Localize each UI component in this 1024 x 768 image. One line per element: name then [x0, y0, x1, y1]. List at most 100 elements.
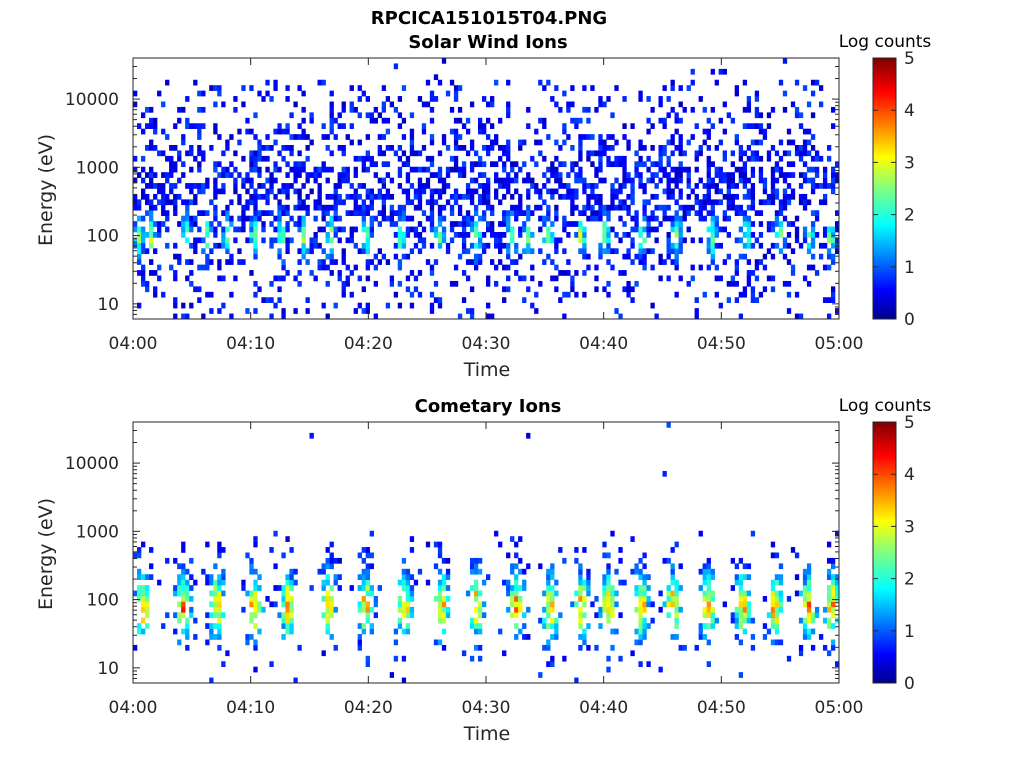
heat-cell [706, 248, 711, 255]
heat-cell [461, 215, 467, 222]
heat-cell [197, 145, 202, 151]
heat-cell [409, 112, 415, 119]
heat-cell [710, 612, 715, 619]
heat-cell [177, 617, 182, 624]
heat-cell [738, 639, 744, 646]
heat-cell [453, 90, 459, 97]
heat-cell [377, 221, 382, 227]
heat-cell [750, 123, 756, 129]
heat-cell [177, 259, 182, 265]
heat-cell [546, 166, 551, 173]
heat-cell [578, 226, 583, 233]
heat-cell [253, 585, 258, 591]
heat-cell [397, 172, 403, 178]
heat-cell [325, 574, 330, 580]
heat-cell [137, 547, 142, 553]
heat-cell [325, 193, 330, 200]
heat-cell [646, 177, 651, 184]
heat-cell [738, 313, 744, 320]
heat-cell [810, 134, 816, 140]
heat-cell [457, 221, 463, 227]
heat-cell [441, 606, 447, 613]
heat-cell [133, 221, 138, 227]
heat-cell [746, 259, 752, 265]
heat-cell [570, 210, 575, 216]
heat-cell [329, 270, 334, 276]
heat-cell [646, 596, 651, 602]
heat-cell [526, 248, 531, 255]
heat-cell [269, 313, 274, 320]
heat-cell [570, 117, 575, 124]
heat-cell [498, 628, 503, 635]
heat-cell [221, 579, 226, 586]
heat-cell [606, 161, 611, 168]
heat-cell [197, 134, 202, 140]
heat-cell [329, 204, 334, 211]
heat-cell [598, 96, 603, 102]
heat-cell [217, 264, 222, 271]
heat-cell [417, 221, 423, 227]
heat-cell [782, 193, 788, 200]
heat-cell [257, 139, 262, 146]
heat-cell [141, 155, 146, 162]
heat-cell [149, 547, 154, 553]
heat-cell [189, 123, 194, 129]
heat-cell [598, 606, 603, 613]
heat-cell [417, 150, 423, 157]
heat-cell [337, 557, 342, 564]
heat-cell [157, 221, 162, 227]
heat-cell [141, 596, 146, 602]
heat-cell [618, 655, 623, 662]
heat-cell [746, 601, 752, 608]
heat-cell [622, 172, 627, 178]
heat-cell [678, 139, 683, 146]
colorbar-tick-label: 4 [904, 101, 915, 121]
heat-cell [461, 193, 467, 200]
heat-cell [449, 79, 455, 86]
heat-cell [185, 275, 190, 282]
heat-cell [241, 585, 246, 591]
heat-cell [177, 563, 182, 570]
heat-cell [197, 188, 202, 195]
heat-cell [786, 172, 792, 178]
heat-cell [706, 596, 711, 602]
heat-cell [658, 204, 663, 211]
heat-cell [550, 259, 555, 265]
heat-cell [798, 183, 804, 189]
heat-cell [666, 590, 671, 597]
heat-cell [245, 237, 250, 244]
heat-cell [702, 634, 707, 640]
heat-cell [477, 161, 483, 168]
heat-cell [425, 579, 431, 586]
heat-cell [554, 237, 559, 244]
heat-cell [506, 606, 511, 613]
heat-cell [646, 128, 651, 135]
heat-cell [638, 661, 643, 667]
heat-cell [437, 188, 443, 195]
heat-cell [822, 193, 828, 200]
heat-cell [490, 161, 495, 168]
heat-cell [329, 253, 334, 260]
heat-cell [425, 183, 431, 189]
heat-cell [642, 264, 647, 271]
heat-cell [742, 286, 748, 293]
heat-cell [718, 166, 723, 173]
heat-cell [273, 177, 278, 184]
heat-cell [670, 139, 675, 146]
heat-cell [534, 183, 539, 189]
heat-cell [770, 166, 776, 173]
heat-cell [357, 155, 362, 162]
heat-cell [490, 259, 495, 265]
heat-cell [153, 172, 158, 178]
y-tick: 10 [97, 295, 839, 315]
heat-cell [229, 259, 234, 265]
heat-cell [766, 193, 772, 200]
heat-cell [373, 193, 378, 200]
heat-cell [401, 215, 407, 222]
heat-cell [758, 259, 764, 265]
heat-cell [177, 150, 182, 157]
heat-cell [389, 275, 395, 282]
heat-cell [225, 259, 230, 265]
heat-cell [798, 590, 804, 597]
heat-cell [209, 248, 214, 255]
